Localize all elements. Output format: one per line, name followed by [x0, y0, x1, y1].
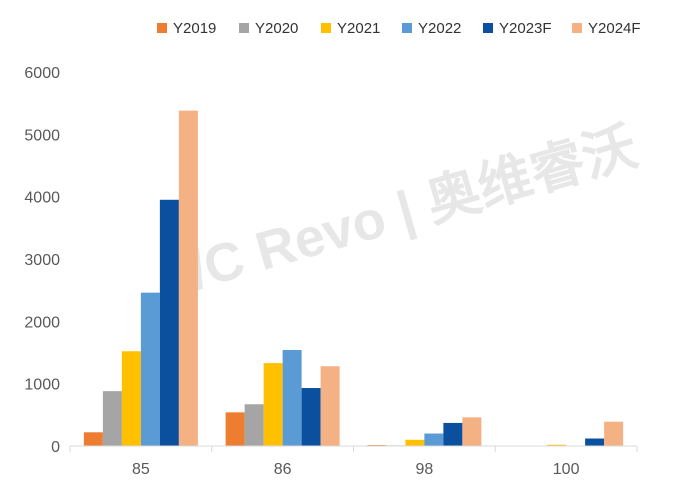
legend-swatch-y2022 [402, 23, 412, 33]
axis-layer: 0 1000 2000 3000 4000 5000 6000 85 86 98 100 [24, 65, 638, 478]
y-tick-label-2000: 2000 [24, 314, 60, 331]
legend-label-y2023f: Y2023F [499, 19, 552, 37]
legend-item-y2023f: Y2023F [483, 19, 552, 37]
y-tick-label-5000: 5000 [24, 127, 60, 144]
watermark-text: /C Revo | 奥维睿沃 [183, 116, 644, 302]
legend-label-y2019: Y2019 [173, 19, 217, 37]
legend-item-y2019: Y2019 [157, 19, 217, 37]
legend-swatch-y2023f [483, 23, 493, 33]
bar-y2023f-100 [585, 438, 605, 446]
bar-y2023f-86 [301, 388, 321, 446]
y-tick-label-1000: 1000 [24, 377, 60, 394]
bar-y2024f-98 [462, 417, 482, 446]
legend-label-y2022: Y2022 [418, 19, 462, 37]
y-tick-label-6000: 6000 [24, 65, 60, 82]
y-tick-label-4000: 4000 [24, 190, 60, 207]
y-tick-label-3000: 3000 [24, 252, 60, 269]
bar-y2022-85 [140, 292, 160, 446]
bar-y2023f-98 [443, 422, 463, 446]
legend-item-y2022: Y2022 [402, 19, 462, 37]
bar-y2019-85 [83, 432, 103, 446]
plot-layer [83, 110, 624, 446]
legend-swatch-y2024f [572, 23, 582, 33]
bar-y2021-86 [263, 363, 283, 446]
x-category-label-86: 86 [274, 461, 292, 478]
x-category-label-85: 85 [132, 461, 150, 478]
bar-y2024f-86 [320, 366, 340, 446]
y-tick-label-0: 0 [51, 439, 60, 456]
legend-item-y2024f: Y2024F [572, 19, 641, 37]
bar-y2021-100 [547, 444, 567, 446]
legend-swatch-y2020 [239, 23, 249, 33]
bar-y2024f-85 [178, 110, 198, 446]
bar-y2022-98 [424, 433, 444, 446]
bar-y2023f-85 [159, 199, 179, 446]
legend-swatch-y2021 [321, 23, 331, 33]
bar-y2021-85 [121, 351, 141, 446]
legend-item-y2020: Y2020 [239, 19, 299, 37]
bar-y2020-86 [244, 404, 264, 446]
x-category-label-100: 100 [553, 461, 580, 478]
legend-label-y2021: Y2021 [337, 19, 381, 37]
bar-y2024f-100 [604, 421, 624, 446]
watermark-layer: /C Revo | 奥维睿沃 [183, 116, 644, 302]
bar-y2020-85 [102, 391, 122, 446]
legend-swatch-y2019 [157, 23, 167, 33]
x-category-label-98: 98 [415, 461, 433, 478]
bar-y2022-86 [282, 350, 302, 446]
legend-item-y2021: Y2021 [321, 19, 381, 37]
legend-label-y2020: Y2020 [255, 19, 299, 37]
legend-label-y2024f: Y2024F [588, 19, 641, 37]
bar-y2019-86 [225, 412, 245, 446]
bar-y2021-98 [405, 439, 425, 446]
